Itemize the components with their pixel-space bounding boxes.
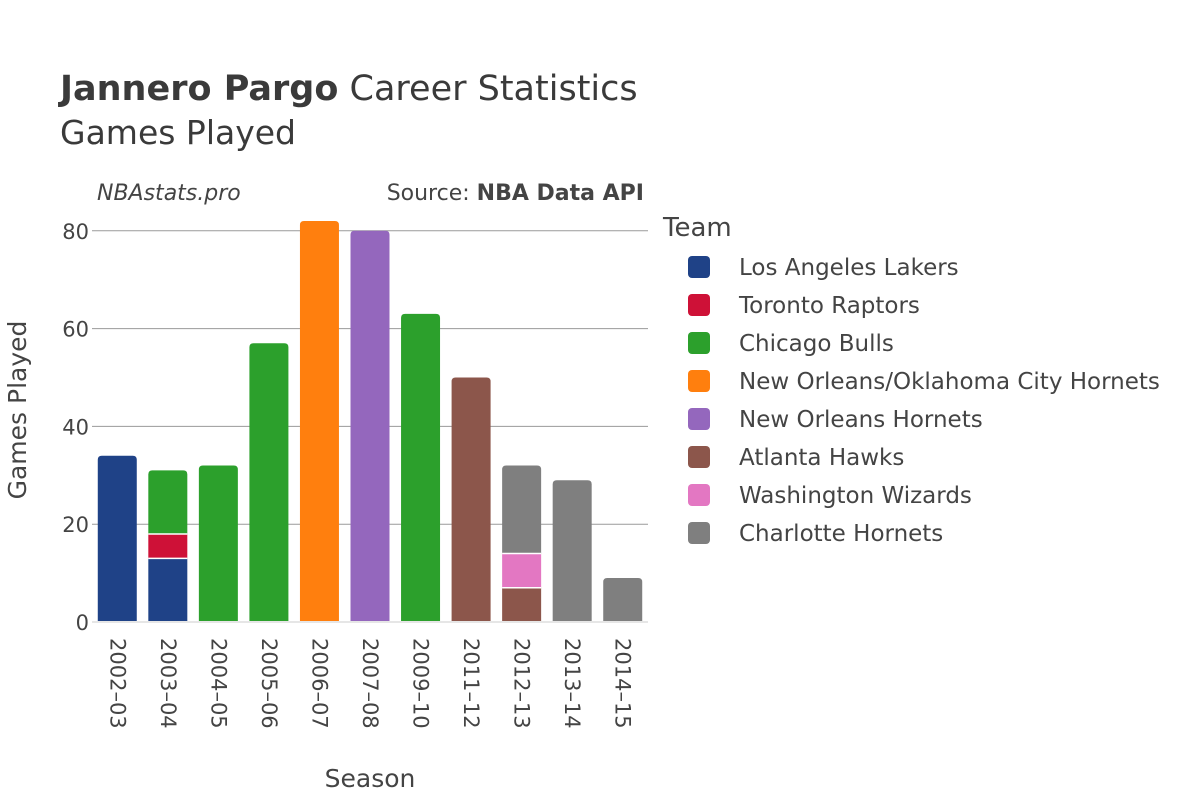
x-tick-label: 2003–04 <box>156 638 180 729</box>
bar-segment <box>603 577 643 622</box>
legend-swatch <box>688 484 710 506</box>
legend-entry-label: Chicago Bulls <box>739 331 894 357</box>
legend-entry-label: New Orleans Hornets <box>739 407 983 433</box>
legend-entry-label: New Orleans/Oklahoma City Hornets <box>739 369 1160 395</box>
bar-segment <box>350 230 390 623</box>
player-name: Jannero Pargo <box>58 69 338 109</box>
legend-entry-label: Charlotte Hornets <box>739 521 943 547</box>
chart-subtitle: Games Played <box>60 113 296 152</box>
legend-swatch <box>688 370 710 392</box>
bar-segment <box>148 533 188 559</box>
title-rest: Career Statistics <box>338 69 637 109</box>
x-tick-label: 2014–15 <box>611 638 635 729</box>
legend-swatch <box>688 332 710 354</box>
legend-swatch <box>688 446 710 468</box>
legend-swatch <box>688 294 710 316</box>
legend-swatch <box>688 256 710 278</box>
x-tick-label: 2006–07 <box>307 638 331 729</box>
x-tick-label: 2002–03 <box>105 638 129 729</box>
x-tick-label: 2013–14 <box>560 638 584 729</box>
bar-segment <box>148 470 188 534</box>
bars <box>97 221 643 623</box>
source-prefix: Source: <box>387 181 477 206</box>
y-tick-label: 80 <box>62 220 89 244</box>
legend-entry-label: Washington Wizards <box>739 483 972 509</box>
legend-title: Team <box>662 213 732 243</box>
legend: Los Angeles Lakers Toronto Raptors Chicago… <box>688 255 1160 547</box>
legend-swatch <box>688 408 710 430</box>
bar-segment <box>502 553 542 588</box>
x-tick-label: 2005–06 <box>257 638 281 729</box>
bar-segment <box>97 455 137 622</box>
bar-segment <box>502 465 542 554</box>
legend-entry-label: Los Angeles Lakers <box>739 255 959 281</box>
bar-segment <box>552 480 592 622</box>
bar-segment <box>249 343 289 622</box>
bar-segment <box>451 377 491 622</box>
x-tick-label: 2012–13 <box>510 638 534 729</box>
y-axis-label: Games Played <box>3 321 32 500</box>
x-tick-label: 2009–10 <box>409 638 433 729</box>
legend-swatch <box>688 522 710 544</box>
source-name: NBA Data API <box>477 181 644 206</box>
bar-segment <box>148 558 188 622</box>
x-tick-label: 2011–12 <box>459 638 483 729</box>
bar-segment <box>198 465 238 622</box>
x-tick-label: 2007–08 <box>358 638 382 729</box>
legend-entry-label: Atlanta Hawks <box>739 445 904 471</box>
y-tick-label: 60 <box>62 318 89 342</box>
y-tick-label: 40 <box>62 415 89 439</box>
bar-segment <box>502 587 542 622</box>
y-tick-label: 0 <box>76 611 89 635</box>
site-watermark: NBAstats.pro <box>97 181 241 206</box>
y-axis-ticks: 0 20 40 60 80 <box>62 220 89 635</box>
source-credit: Source: NBA Data API <box>387 181 644 206</box>
legend-entry-label: Toronto Raptors <box>738 293 920 319</box>
x-axis-ticks: 2002–03 2003–04 2004–05 2005–06 2006–07 2007–… <box>105 638 634 729</box>
bar-segment <box>401 313 441 622</box>
chart-title: Jannero Pargo Career Statistics <box>58 69 638 109</box>
x-tick-label: 2004–05 <box>206 638 230 729</box>
y-tick-label: 20 <box>62 513 89 537</box>
x-axis-label: Season <box>325 764 416 793</box>
bar-segment <box>299 221 339 622</box>
